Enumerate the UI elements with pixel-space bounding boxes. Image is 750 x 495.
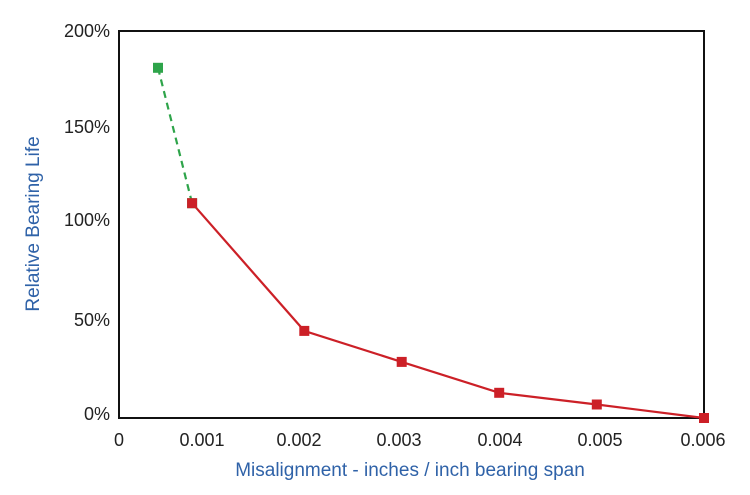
data-point-marker <box>591 399 602 410</box>
y-tick-label: 100% <box>64 210 110 230</box>
data-point-marker <box>494 387 505 398</box>
data-point-marker <box>187 198 198 209</box>
x-tick-label: 0.006 <box>680 430 725 450</box>
plot-area <box>118 30 705 419</box>
x-axis-title: Misalignment - inches / inch bearing spa… <box>235 460 585 481</box>
y-tick-label: 150% <box>64 117 110 137</box>
x-tick-label: 0.004 <box>477 430 522 450</box>
data-point-marker <box>153 62 163 73</box>
series-layer <box>153 62 709 423</box>
data-point-marker <box>699 413 709 423</box>
series-line <box>156 67 194 204</box>
y-axis-title: Relative Bearing Life <box>23 136 44 311</box>
series-line <box>191 202 705 420</box>
y-tick-label: 200% <box>64 21 110 41</box>
x-tick-label: 0.002 <box>276 430 321 450</box>
x-tick-label: 0.005 <box>577 430 622 450</box>
data-point-marker <box>299 325 310 336</box>
y-tick-label: 50% <box>74 310 110 330</box>
x-tick-label: 0 <box>114 430 124 450</box>
y-tick-label: 0% <box>84 404 110 424</box>
x-tick-label: 0.001 <box>179 430 224 450</box>
x-tick-label: 0.003 <box>376 430 421 450</box>
data-point-marker <box>396 356 407 367</box>
